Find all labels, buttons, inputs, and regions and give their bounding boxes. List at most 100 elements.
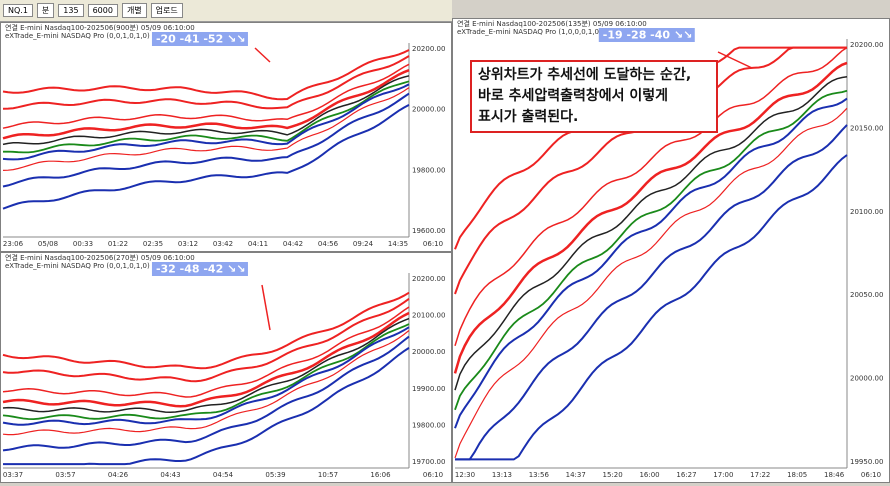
x-tick-label: 17:22 bbox=[750, 471, 770, 479]
y-tick-label: 19700.00 bbox=[412, 458, 445, 466]
x-tick-label: 04:26 bbox=[108, 471, 129, 479]
price-band bbox=[454, 76, 848, 391]
y-tick-label: 20100.00 bbox=[412, 312, 445, 320]
badge: -20 -41 -52 ↘↘ bbox=[156, 33, 246, 46]
x-tick-label: 16:00 bbox=[639, 471, 659, 479]
y-tick-label: 19900.00 bbox=[412, 385, 445, 393]
x-tick-label: 04:54 bbox=[213, 471, 234, 479]
price-band bbox=[455, 154, 848, 461]
price-band bbox=[2, 317, 410, 413]
button[interactable]: 개별 bbox=[121, 3, 147, 18]
x-tick-label: 01:22 bbox=[108, 240, 128, 248]
price-band bbox=[2, 87, 410, 171]
chart-panel: 연결 E-mini Nasdaq100-202506(270분) 05/09 0… bbox=[0, 252, 452, 483]
price-band bbox=[3, 347, 410, 466]
price-band bbox=[2, 306, 410, 398]
x-tick-label: 13:13 bbox=[492, 471, 512, 479]
y-tick-label: 20150.00 bbox=[850, 124, 883, 132]
price-band bbox=[454, 46, 848, 347]
x-tick-label: 03:57 bbox=[55, 471, 75, 479]
price-band bbox=[2, 83, 410, 161]
chart-panel: 연결 E-mini Nasdaq100-202506(900분) 05/09 0… bbox=[0, 22, 452, 252]
price-band bbox=[2, 335, 410, 452]
button[interactable]: 업로드 bbox=[150, 3, 183, 18]
price-band bbox=[455, 124, 848, 461]
x-tick-label: 14:35 bbox=[388, 240, 408, 248]
chart: 연결 E-mini Nasdaq100-202506(270분) 05/09 0… bbox=[2, 253, 445, 479]
price-band bbox=[2, 311, 410, 408]
x-tick-label: 06:10 bbox=[423, 471, 443, 479]
x-tick-label: 05:39 bbox=[265, 471, 285, 479]
y-tick-label: 20100.00 bbox=[850, 208, 883, 216]
price-band bbox=[2, 104, 410, 210]
badge-bg bbox=[598, 28, 695, 42]
price-band bbox=[2, 326, 410, 426]
price-band bbox=[2, 323, 410, 421]
x-tick-label: 17:00 bbox=[713, 471, 733, 479]
price-band bbox=[453, 61, 848, 374]
y-tick-label: 20200.00 bbox=[850, 41, 883, 49]
price-band bbox=[2, 291, 410, 370]
indicator-label: eXTrade_E-mini NASDAQ Pro (0,0,1,0,1,0) … bbox=[5, 262, 206, 270]
indicator-label: eXTrade_E-mini NASDAQ Pro (0,0,1,0,1,0) … bbox=[5, 32, 206, 40]
y-tick-label: 20000.00 bbox=[412, 106, 445, 114]
x-tick-label: 18:46 bbox=[824, 471, 845, 479]
x-tick-label: 05/08 bbox=[38, 240, 58, 248]
x-tick-label: 13:56 bbox=[529, 471, 550, 479]
panel-header: 연결 E-mini Nasdaq100-202506(900분) 05/09 0… bbox=[5, 23, 195, 32]
badge-bg bbox=[151, 32, 248, 46]
x-tick-label: 03:12 bbox=[178, 240, 198, 248]
y-tick-label: 19800.00 bbox=[412, 421, 445, 429]
panel-header: 연결 E-mini Nasdaq100-202506(270분) 05/09 0… bbox=[5, 253, 195, 262]
price-band bbox=[2, 330, 410, 436]
y-tick-label: 19800.00 bbox=[412, 166, 445, 174]
x-tick-label: 03:37 bbox=[3, 471, 23, 479]
price-band bbox=[2, 63, 410, 129]
x-tick-label: 04:56 bbox=[318, 240, 339, 248]
price-band bbox=[2, 55, 410, 110]
y-tick-label: 20050.00 bbox=[850, 291, 883, 299]
x-tick-label: 23:06 bbox=[3, 240, 24, 248]
indicator-label: eXTrade_E-mini NASDAQ Pro (1,0,0,0,1,0) … bbox=[457, 28, 658, 36]
period-box[interactable]: 135 bbox=[58, 4, 84, 17]
count-box[interactable]: 6000 bbox=[87, 4, 118, 17]
price-band bbox=[454, 97, 848, 429]
price-band bbox=[2, 49, 410, 101]
chart: 연결 E-mini Nasdaq100-202506(900분) 05/09 0… bbox=[2, 23, 445, 248]
y-tick-label: 19950.00 bbox=[850, 458, 883, 466]
badge: -19 -28 -40 ↘↘ bbox=[603, 29, 693, 42]
x-tick-label: 04:11 bbox=[248, 240, 268, 248]
x-tick-label: 14:37 bbox=[566, 471, 586, 479]
x-tick-label: 16:27 bbox=[676, 471, 696, 479]
annotation-line: 표시가 출력된다. bbox=[478, 109, 579, 125]
toolbar: NQ.1 분 135 6000 개별 업로드 bbox=[0, 0, 452, 22]
x-tick-label: 06:10 bbox=[423, 240, 443, 248]
x-tick-label: 12:30 bbox=[455, 471, 475, 479]
annotation-line: 바로 추세압력출력창에서 이렇게 bbox=[478, 88, 669, 104]
x-tick-label: 04:42 bbox=[283, 240, 303, 248]
y-tick-label: 20200.00 bbox=[412, 45, 445, 53]
y-tick-label: 20200.00 bbox=[412, 275, 445, 283]
price-band bbox=[2, 80, 410, 154]
y-tick-label: 19600.00 bbox=[412, 227, 445, 235]
price-band bbox=[2, 75, 410, 146]
x-tick-label: 10:57 bbox=[318, 471, 338, 479]
x-tick-label: 09:24 bbox=[353, 240, 374, 248]
x-tick-label: 15:20 bbox=[603, 471, 623, 479]
price-band bbox=[454, 89, 848, 411]
symbol-box[interactable]: NQ.1 bbox=[3, 4, 33, 17]
x-tick-label: 06:10 bbox=[861, 471, 881, 479]
x-tick-label: 03:42 bbox=[213, 240, 233, 248]
x-tick-label: 16:06 bbox=[370, 471, 391, 479]
x-tick-label: 02:35 bbox=[143, 240, 163, 248]
y-tick-label: 20000.00 bbox=[850, 375, 883, 383]
x-tick-label: 18:05 bbox=[787, 471, 807, 479]
x-tick-label: 00:33 bbox=[73, 240, 93, 248]
annotation-line: 상위차트가 추세선에 도달하는 순간, bbox=[478, 67, 692, 83]
badge: -32 -48 -42 ↘↘ bbox=[156, 263, 246, 276]
price-band bbox=[2, 69, 410, 140]
unit-box[interactable]: 분 bbox=[36, 3, 55, 18]
price-band bbox=[2, 92, 410, 188]
badge-bg bbox=[151, 262, 248, 276]
